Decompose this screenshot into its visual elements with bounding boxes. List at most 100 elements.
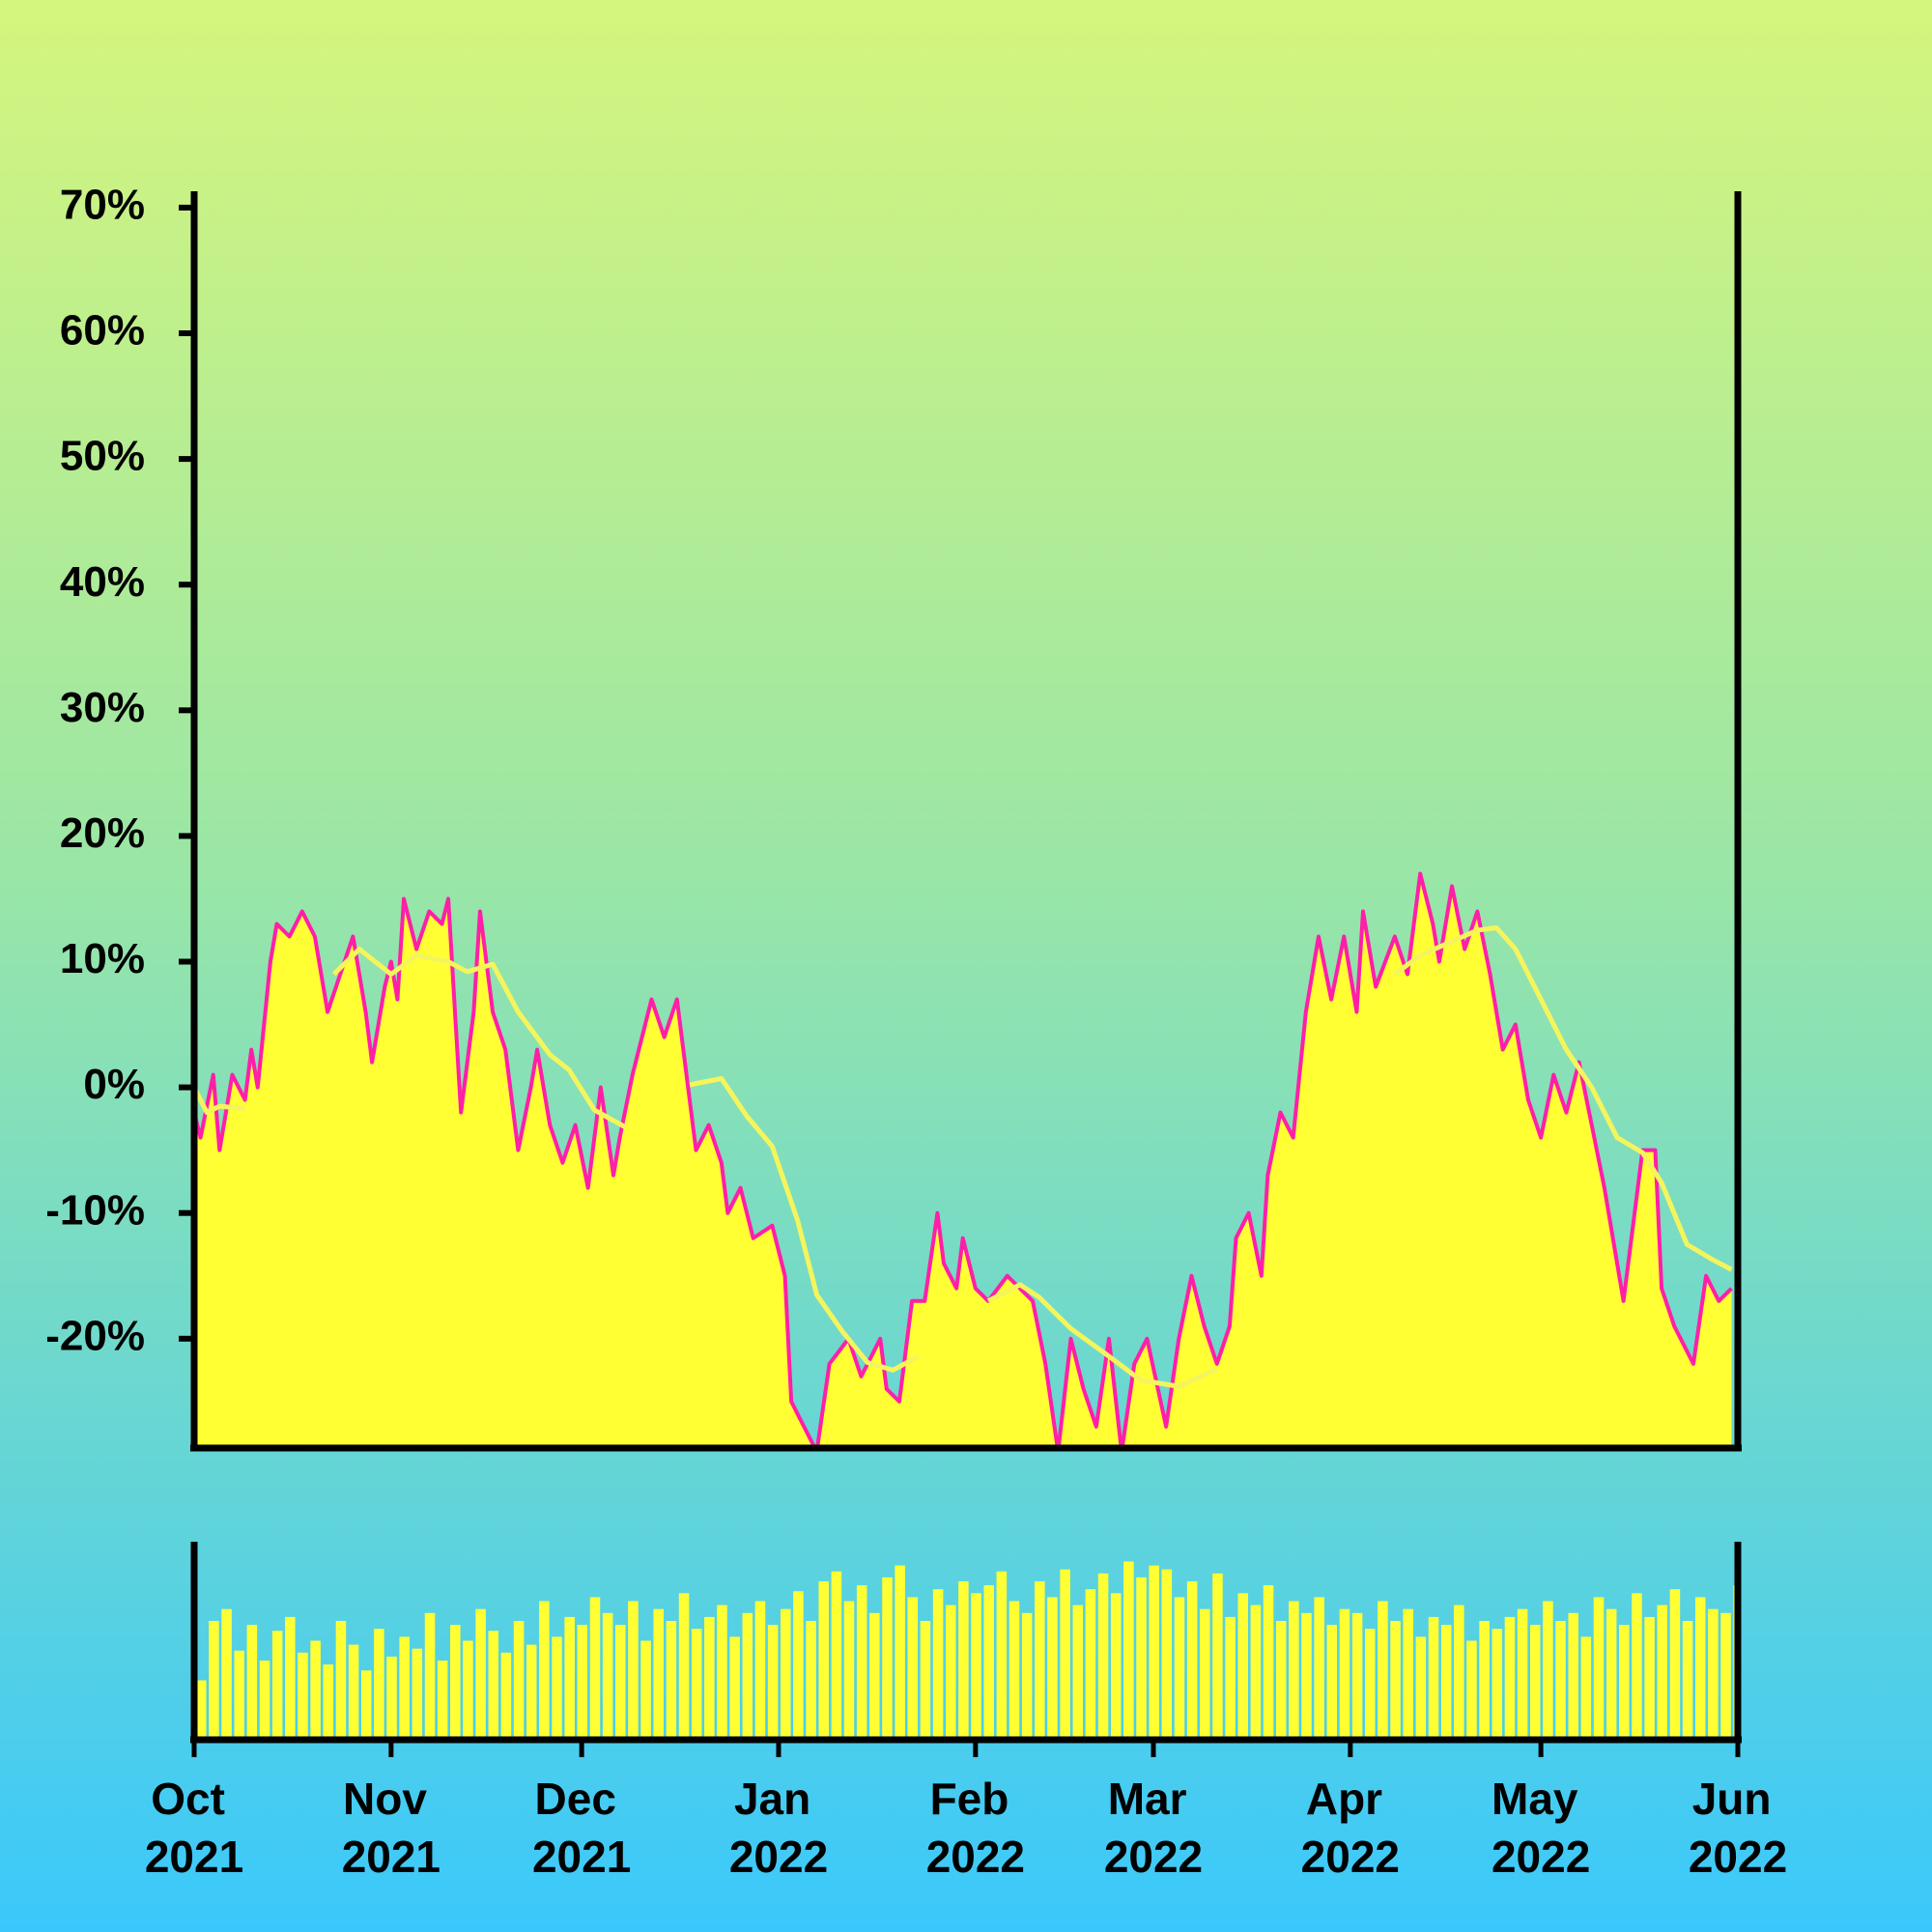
volume-bar xyxy=(285,1616,296,1740)
volume-bar xyxy=(1403,1608,1413,1740)
volume-bar xyxy=(717,1605,727,1740)
volume-bar xyxy=(488,1631,499,1740)
x-tick-label: Dec 2021 xyxy=(532,1774,631,1882)
volume-bar xyxy=(1415,1636,1427,1740)
volume-bar xyxy=(1326,1625,1338,1740)
volume-bar xyxy=(1593,1597,1605,1740)
volume-bar xyxy=(781,1608,791,1740)
volume-bar xyxy=(1378,1601,1388,1740)
volume-bar xyxy=(1225,1616,1236,1740)
volume-bar xyxy=(704,1616,715,1740)
x-tick-label: May 2022 xyxy=(1492,1774,1590,1882)
volume-bar xyxy=(983,1585,994,1740)
volume-bar xyxy=(1720,1612,1731,1740)
y-tick-label: 70% xyxy=(60,182,145,229)
volume-bar xyxy=(1632,1593,1642,1740)
volume-bar xyxy=(1237,1593,1249,1740)
volume-bar xyxy=(246,1625,258,1740)
volume-bar xyxy=(1161,1569,1173,1740)
price-area xyxy=(194,873,1732,1448)
volume-bar xyxy=(1390,1621,1401,1740)
volume-bar xyxy=(818,1581,829,1740)
volume-bar xyxy=(666,1621,677,1740)
y-tick-label: 40% xyxy=(60,558,145,606)
x-tick-label: Oct 2021 xyxy=(145,1774,243,1882)
volume-bar xyxy=(945,1605,956,1740)
x-tick-label: Apr 2022 xyxy=(1301,1774,1400,1882)
volume-bar xyxy=(869,1612,880,1740)
volume-bar xyxy=(386,1656,397,1740)
volume-bar xyxy=(742,1612,753,1740)
volume-bar xyxy=(1543,1601,1553,1740)
volume-bar xyxy=(1263,1585,1274,1740)
volume-bar xyxy=(475,1608,486,1740)
volume-bar xyxy=(196,1680,207,1740)
volume-bar xyxy=(1047,1597,1058,1740)
volume-bar xyxy=(1123,1561,1134,1740)
volume-bar xyxy=(564,1616,575,1740)
volume-bar xyxy=(678,1593,690,1740)
volume-bar xyxy=(1428,1616,1439,1740)
volume-bar xyxy=(1605,1608,1617,1740)
volume-bar xyxy=(1517,1608,1528,1740)
volume-bar xyxy=(1669,1589,1681,1740)
volume-bar xyxy=(907,1597,919,1740)
y-tick-label: -10% xyxy=(45,1186,145,1234)
volume-bar xyxy=(437,1661,448,1740)
volume-bar xyxy=(1568,1612,1578,1740)
price-line xyxy=(194,871,1733,1448)
volume-bar xyxy=(895,1565,905,1740)
volume-bar xyxy=(1555,1621,1566,1740)
volume-bar xyxy=(1580,1636,1592,1740)
volume-bar xyxy=(1504,1616,1516,1740)
volume-bar xyxy=(589,1597,601,1740)
volume-bar xyxy=(1250,1605,1262,1740)
volume-bar xyxy=(1200,1608,1210,1740)
volume-bar xyxy=(1351,1612,1363,1740)
volume-bar xyxy=(729,1636,740,1740)
volume-bar xyxy=(1110,1593,1122,1740)
volume-bar xyxy=(1440,1625,1452,1740)
volume-bar xyxy=(374,1629,384,1740)
volume-bar xyxy=(1644,1616,1655,1740)
volume-bar xyxy=(1314,1597,1324,1740)
volume-bar xyxy=(1174,1597,1185,1740)
volume-bar xyxy=(920,1621,931,1740)
volume-bar xyxy=(996,1571,1008,1740)
volume-bar xyxy=(577,1625,588,1740)
volume-bar xyxy=(971,1593,981,1740)
volume-bar xyxy=(1149,1565,1159,1740)
volume-bar xyxy=(1682,1621,1693,1740)
volume-bar xyxy=(1479,1621,1490,1740)
x-tick-label: Mar 2022 xyxy=(1104,1774,1203,1882)
volume-bar xyxy=(806,1621,816,1740)
volume-bar xyxy=(1529,1625,1541,1740)
volume-bar xyxy=(754,1601,766,1740)
volume-bar xyxy=(1060,1569,1070,1740)
volume-bar xyxy=(932,1589,944,1740)
volume-bar xyxy=(1097,1573,1109,1740)
volume-bar xyxy=(1136,1577,1147,1740)
x-tick-label: Feb 2022 xyxy=(926,1774,1025,1882)
volume-bar xyxy=(539,1601,550,1740)
volume-bar xyxy=(1492,1629,1503,1740)
volume-bar xyxy=(882,1577,893,1740)
y-tick-label: 10% xyxy=(60,935,145,982)
volume-bar xyxy=(1365,1629,1376,1740)
volume-bar xyxy=(526,1644,537,1740)
volume-bar xyxy=(1339,1608,1350,1740)
volume-bar xyxy=(1085,1589,1096,1740)
volume-bar xyxy=(653,1608,665,1740)
moving-average-line xyxy=(194,924,1733,1389)
y-tick-label: 20% xyxy=(60,810,145,857)
volume-bar xyxy=(767,1625,779,1740)
volume-bar xyxy=(691,1629,702,1740)
volume-bar xyxy=(1301,1612,1312,1740)
y-tick-label: 30% xyxy=(60,684,145,731)
volume-bar xyxy=(323,1664,334,1740)
volume-bar xyxy=(831,1571,842,1740)
y-tick-label: 50% xyxy=(60,433,145,480)
volume-bar xyxy=(1212,1573,1223,1740)
volume-bar xyxy=(552,1636,562,1740)
